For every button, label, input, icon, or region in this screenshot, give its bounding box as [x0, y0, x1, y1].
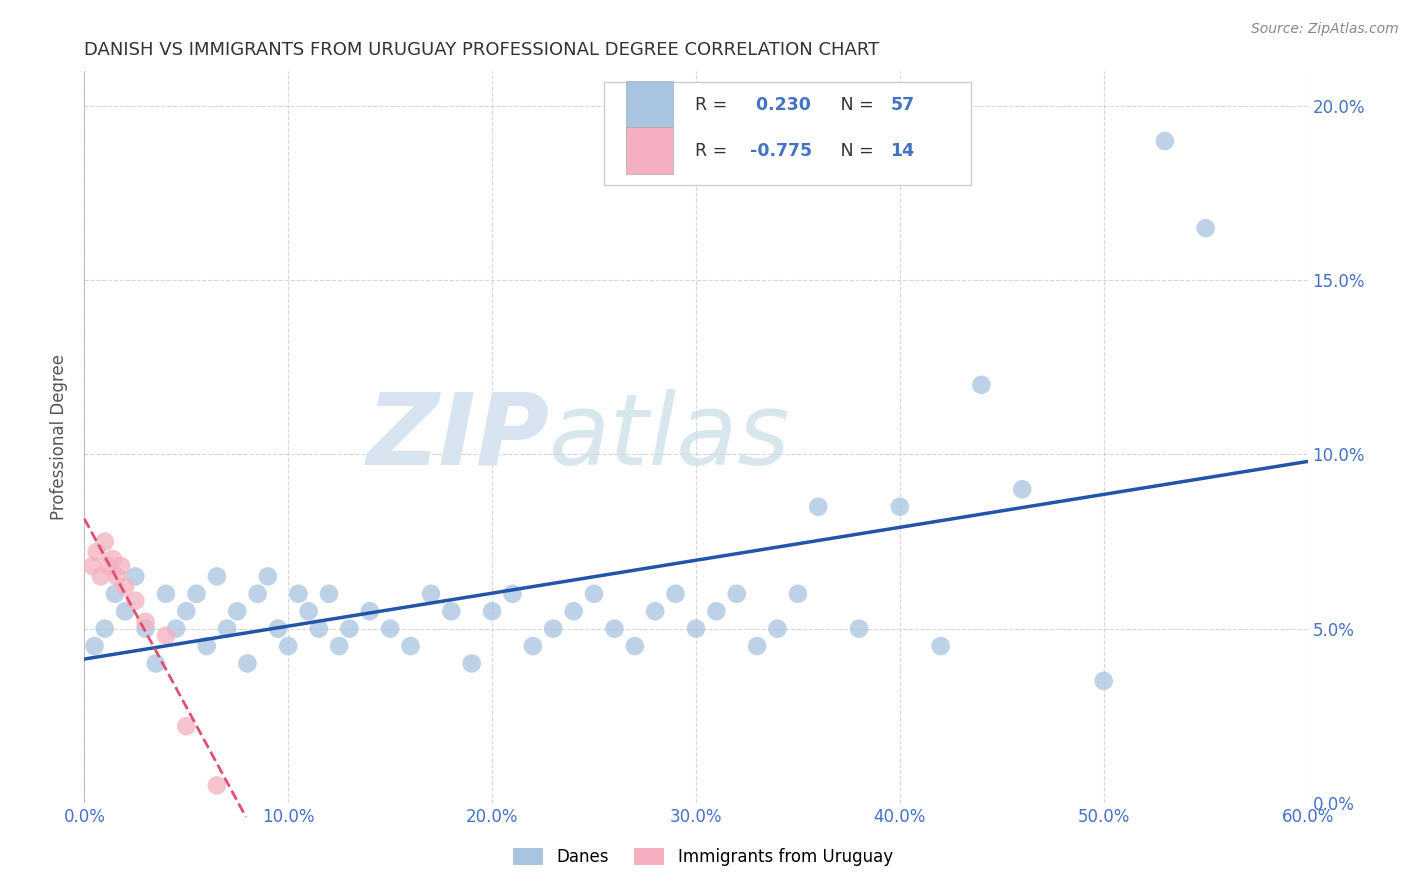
Point	[807, 500, 830, 514]
Point	[101, 552, 124, 566]
Point	[90, 569, 112, 583]
Point	[257, 569, 280, 583]
Point	[522, 639, 544, 653]
Point	[603, 622, 626, 636]
Point	[267, 622, 290, 636]
Point	[174, 719, 197, 733]
Point	[1195, 221, 1218, 235]
Point	[706, 604, 728, 618]
Point	[226, 604, 249, 618]
Point	[1092, 673, 1115, 688]
Point	[481, 604, 503, 618]
Point	[287, 587, 309, 601]
Point	[562, 604, 585, 618]
Point	[93, 534, 115, 549]
Point	[1154, 134, 1177, 148]
Text: R =: R =	[695, 95, 733, 113]
Text: 57: 57	[890, 95, 914, 113]
Text: N =: N =	[835, 142, 880, 160]
Text: atlas: atlas	[550, 389, 790, 485]
Point	[502, 587, 524, 601]
Point	[114, 580, 136, 594]
Point	[135, 622, 157, 636]
Text: 0.230: 0.230	[749, 95, 811, 113]
Point	[277, 639, 299, 653]
Point	[155, 629, 177, 643]
Point	[461, 657, 484, 671]
Point	[174, 604, 197, 618]
Point	[1011, 483, 1033, 497]
Point	[86, 545, 108, 559]
Point	[543, 622, 565, 636]
Point	[145, 657, 167, 671]
Point	[298, 604, 321, 618]
Text: DANISH VS IMMIGRANTS FROM URUGUAY PROFESSIONAL DEGREE CORRELATION CHART: DANISH VS IMMIGRANTS FROM URUGUAY PROFES…	[84, 41, 880, 59]
Point	[82, 558, 104, 573]
Point	[205, 778, 228, 792]
Point	[105, 569, 128, 583]
Point	[83, 639, 105, 653]
Point	[236, 657, 259, 671]
Point	[186, 587, 208, 601]
Text: ZIP: ZIP	[366, 389, 550, 485]
Point	[246, 587, 269, 601]
Point	[93, 622, 115, 636]
Point	[110, 558, 132, 573]
Point	[328, 639, 350, 653]
Text: Source: ZipAtlas.com: Source: ZipAtlas.com	[1251, 22, 1399, 37]
Point	[114, 604, 136, 618]
Point	[747, 639, 769, 653]
Text: -0.775: -0.775	[749, 142, 811, 160]
Point	[848, 622, 870, 636]
Y-axis label: Professional Degree: Professional Degree	[51, 354, 69, 520]
Point	[380, 622, 402, 636]
Point	[165, 622, 187, 636]
Point	[725, 587, 748, 601]
Point	[104, 587, 127, 601]
Point	[889, 500, 911, 514]
Point	[644, 604, 666, 618]
Point	[97, 558, 120, 573]
Point	[685, 622, 707, 636]
Point	[135, 615, 157, 629]
Point	[420, 587, 443, 601]
Text: 14: 14	[890, 142, 914, 160]
Point	[399, 639, 422, 653]
FancyBboxPatch shape	[605, 82, 972, 185]
Point	[583, 587, 606, 601]
Text: R =: R =	[695, 142, 733, 160]
Point	[359, 604, 381, 618]
Point	[665, 587, 688, 601]
Point	[339, 622, 361, 636]
Legend: Danes, Immigrants from Uruguay: Danes, Immigrants from Uruguay	[505, 840, 901, 875]
Point	[787, 587, 810, 601]
Point	[929, 639, 952, 653]
FancyBboxPatch shape	[626, 81, 672, 128]
Point	[205, 569, 228, 583]
Point	[970, 377, 993, 392]
Point	[624, 639, 647, 653]
Point	[124, 594, 146, 608]
Point	[195, 639, 218, 653]
FancyBboxPatch shape	[626, 127, 672, 175]
Point	[318, 587, 340, 601]
Point	[155, 587, 177, 601]
Point	[440, 604, 463, 618]
Text: N =: N =	[835, 95, 880, 113]
Point	[217, 622, 239, 636]
Point	[308, 622, 330, 636]
Point	[766, 622, 789, 636]
Point	[124, 569, 146, 583]
